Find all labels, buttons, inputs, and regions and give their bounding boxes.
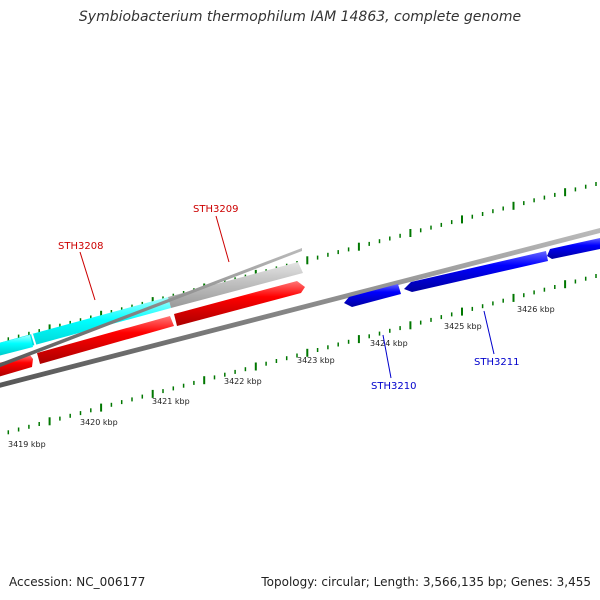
scale-label-3420: 3420 kbp [80, 418, 118, 427]
gene-label-sth3208[interactable]: STH3208 [58, 241, 103, 252]
scale-labels: 3419 kbp 3420 kbp 3421 kbp 3422 kbp 3423… [8, 305, 555, 449]
genome-backbone [0, 228, 600, 388]
cds-red-left [0, 355, 33, 377]
forward-cds-track [0, 281, 305, 377]
reverse-cds-track [344, 238, 600, 307]
accession-text: Accession: NC_006177 [9, 575, 146, 589]
scale-label-3425: 3425 kbp [444, 322, 482, 331]
backbone-lower [0, 228, 600, 388]
scale-label-3422: 3422 kbp [224, 377, 262, 386]
scale-label-3419: 3419 kbp [8, 440, 46, 449]
backbone-upper [0, 248, 302, 368]
gene-label-sth3210[interactable]: STH3210 [371, 381, 416, 392]
cds-blue-right [547, 238, 600, 259]
cyan-feature-left [0, 335, 33, 356]
scale-label-3424: 3424 kbp [370, 339, 408, 348]
leader-sth3211 [483, 310, 495, 355]
gray-feature [168, 262, 303, 308]
leader-sth3209 [215, 215, 230, 263]
cyan-feature [0, 297, 171, 355]
feature-track-outer [0, 262, 303, 356]
gene-label-sth3209[interactable]: STH3209 [193, 204, 238, 215]
gene-label-sth3211[interactable]: STH3211 [474, 357, 519, 368]
cds-blue-sth3210 [344, 284, 401, 307]
scale-label-3423: 3423 kbp [297, 356, 335, 365]
leader-sth3208 [79, 251, 96, 301]
feature-gap [31, 333, 37, 348]
cds-blue-sth3211 [404, 251, 548, 292]
scale-label-3421: 3421 kbp [152, 397, 190, 406]
scale-label-3426: 3426 kbp [517, 305, 555, 314]
inner-scale-ticks [7, 274, 597, 435]
genome-summary-text: Topology: circular; Length: 3,566,135 bp… [261, 575, 591, 589]
cds-red-sth3208 [37, 316, 174, 364]
cds-red-sth3209 [174, 281, 305, 326]
genome-title: Symbiobacterium thermophilum IAM 14863, … [78, 9, 522, 25]
gene-labels: STH3208 STH3209 STH3210 STH3211 [58, 204, 519, 392]
leader-sth3210 [382, 334, 392, 379]
